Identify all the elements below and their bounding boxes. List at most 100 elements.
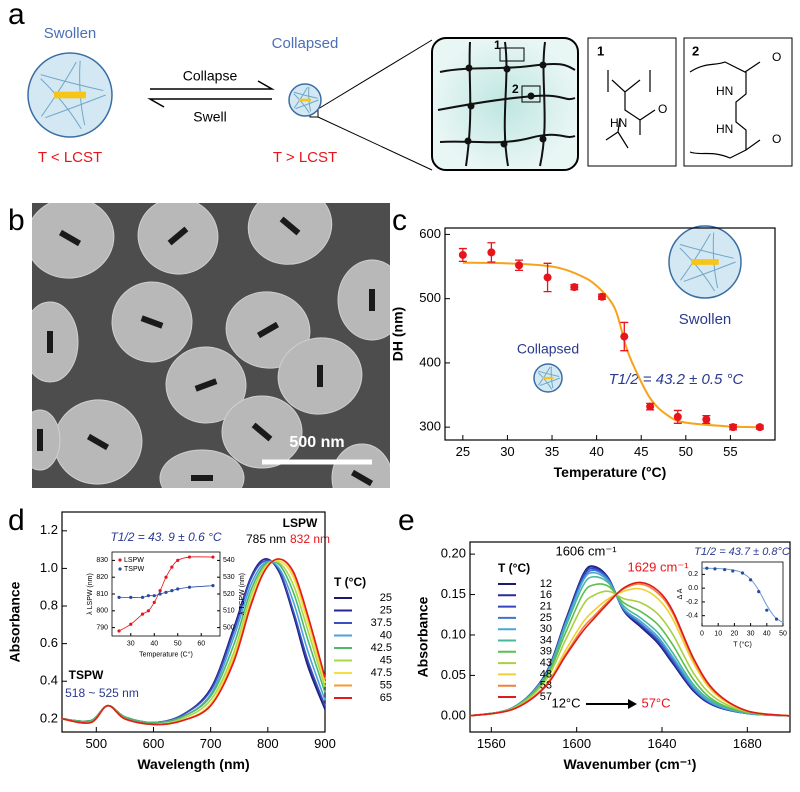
crosslink [467,102,475,110]
nanorod [58,229,82,247]
data-point [487,248,496,257]
gold-nanorod [298,98,312,102]
x-tick-label: 50 [779,630,787,637]
x-tick-label: 40 [763,630,771,637]
x-tick-label: 55 [723,444,737,459]
series-line [469,581,791,717]
legend-label: 25 [380,604,392,616]
y-tick-label: 0.00 [441,707,466,722]
data-point [705,566,709,570]
y-tick-label: 810 [96,591,108,598]
atom-label: HN [716,122,733,136]
panel-label: e [398,504,415,537]
annotation: 518 ~ 525 nm [65,686,139,700]
annotation: 1629 cm⁻¹ [627,559,689,574]
site-box [499,47,525,62]
y2-tick-label: 530 [223,574,235,581]
y-tick-label: 0.8 [40,597,58,612]
particle [32,301,79,383]
legend-label: 47.5 [371,667,392,679]
panel-label: c [392,204,407,237]
y-tick-label: 0.2 [40,710,58,725]
x-tick-label: 0 [700,630,704,637]
crosslinks [464,61,547,148]
data-point [765,608,769,612]
data-point [713,567,717,571]
y2-tick-label: 510 [223,608,235,615]
nanorod [256,321,280,339]
fit-curve [462,261,758,429]
arrow-label: Swell [193,109,226,125]
data-point [673,412,682,421]
inset-title: T1/2 = 43. 9 ± 0.6 °C [110,530,221,544]
state-label: Swollen [44,25,97,42]
x-axis-title: Temperature (C°) [139,651,193,659]
chain [439,62,576,73]
chain [503,41,509,167]
polymer-chain [293,93,310,114]
nanorod [140,315,164,329]
legend-title: T (°C) [498,561,530,575]
x-tick-label: 1640 [648,736,677,751]
x-tick-label: 900 [314,736,336,751]
legend-label: 39 [540,646,552,658]
data-point [164,575,168,579]
polymer-chain [680,233,711,281]
polymer-chain [293,87,308,109]
series-line [469,575,791,717]
plot-frame [61,511,326,733]
gold-nanorod [54,91,86,99]
data-point [117,629,121,633]
annotation: 12°C [551,695,580,710]
polymer-chain [295,99,319,110]
series-line [469,583,791,717]
x-tick-label: 600 [143,736,165,751]
y-tick-label: 0.0 [688,585,698,592]
legend-label: 30 [540,623,552,635]
chain [539,41,546,167]
polymer-chain [538,366,551,386]
data-point [176,587,180,591]
nanorod [167,226,189,246]
data-point [158,592,162,596]
y-tick-label: 0.15 [441,586,466,601]
legend-title: T (°C) [334,575,366,589]
data-point [731,569,735,573]
annotation: TSPW [69,668,104,682]
data-point [515,261,524,270]
nanorod [279,216,301,236]
zoom-line [317,39,433,110]
polymer-chain [45,94,106,119]
data-point [749,578,753,582]
x-tick-label: 30 [127,640,135,647]
data-point [570,283,579,292]
y2-tick-label: 520 [223,591,235,598]
annotation: 1606 cm⁻¹ [555,543,617,558]
particles [32,203,390,488]
condition-label: T < LCST [38,149,102,166]
x-tick-label: 45 [634,444,648,459]
crosslink [527,92,535,100]
annotation: LSPW [283,516,318,530]
x-tick-label: 50 [174,640,182,647]
condition-label: T > LCST [273,149,337,166]
inset-title: T1/2 = 43.7 ± 0.8°C [694,546,790,558]
crosslink [465,64,473,72]
x-tick-label: 500 [85,736,107,751]
polymer-chain [293,91,318,99]
y-tick-label: 300 [419,419,441,434]
data-point [646,402,655,411]
x-tick-label: 20 [731,630,739,637]
x-axis-title: Wavenumber (cm⁻¹) [564,756,697,772]
y-tick-label: 0.20 [441,546,466,561]
nanorod [37,429,43,451]
gold-nanorod [542,376,554,380]
series-line [61,558,326,726]
nanorod [86,433,110,451]
panel-label: a [8,0,25,31]
site-label: 2 [512,82,519,96]
legend-label: TSPW [124,566,145,573]
y-tick-label: 0.2 [688,571,698,578]
annotation: Collapsed [517,341,579,357]
